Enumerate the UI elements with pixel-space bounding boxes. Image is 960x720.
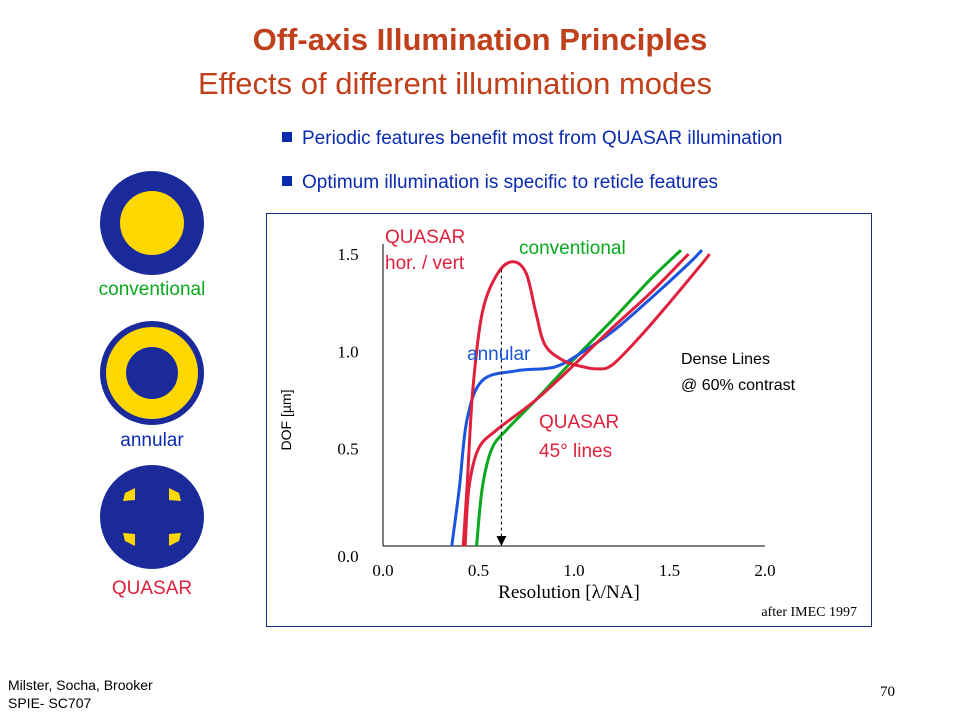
y-tick-label: 1.5 bbox=[337, 245, 358, 264]
series-label-conventional: conventional bbox=[519, 238, 626, 259]
bullet-square-icon bbox=[282, 132, 292, 142]
y-tick-label: 0.0 bbox=[337, 547, 358, 566]
footer-course: SPIE- SC707 bbox=[8, 695, 92, 711]
source-note: after IMEC 1997 bbox=[761, 605, 857, 620]
x-tick-label: 0.0 bbox=[372, 561, 393, 580]
footer: Milster, Socha, Brooker SPIE- SC707 bbox=[8, 676, 153, 712]
bullet-item: Periodic features benefit most from QUAS… bbox=[282, 128, 782, 150]
series-label-quasar-45: 45° lines bbox=[539, 441, 612, 462]
arrow-head bbox=[496, 536, 507, 546]
conventional-source-icon bbox=[100, 171, 204, 275]
dof-resolution-chart: 0.0 0.5 1.0 1.5 2.0 0.0 0.5 1.0 1.5 Resolution [λ… bbox=[278, 227, 857, 620]
quasar-source-label: QUASAR bbox=[111, 578, 193, 599]
bullet-text: Optimum illumination is specific to reti… bbox=[302, 172, 719, 193]
footer-authors: Milster, Socha, Brooker bbox=[8, 677, 153, 693]
x-tick-label: 1.5 bbox=[659, 561, 680, 580]
y-tick-label: 0.5 bbox=[337, 440, 358, 459]
bullet-square-icon bbox=[282, 176, 292, 186]
annular-source-icon bbox=[100, 321, 204, 425]
series-line-1 bbox=[450, 249, 704, 547]
annular-source-label: annular bbox=[120, 430, 184, 451]
conventional-source-label: conventional bbox=[98, 279, 206, 300]
y-tick-label: 1.0 bbox=[337, 342, 358, 361]
y-axis-label: DOF [µm] bbox=[278, 390, 294, 451]
quasar-source-icon bbox=[100, 465, 204, 569]
page-subtitle: Effects of different illumination modes bbox=[197, 66, 713, 101]
page-number: 70 bbox=[880, 684, 895, 700]
annotation-line-2: @ 60% contrast bbox=[681, 377, 796, 394]
x-tick-label: 2.0 bbox=[754, 561, 775, 580]
series-label-quasar-hv: hor. / vert bbox=[385, 253, 465, 274]
series-line-2 bbox=[461, 253, 711, 547]
chart-frame: 0.0 0.5 1.0 1.5 2.0 0.0 0.5 1.0 1.5 Resolution [λ… bbox=[266, 213, 872, 627]
x-axis-label: Resolution [λ/NA] bbox=[498, 582, 640, 603]
bullet-text: Periodic features benefit most from QUAS… bbox=[302, 128, 783, 149]
page-title: Off-axis Illumination Principles bbox=[252, 22, 708, 57]
x-tick-label: 1.0 bbox=[563, 561, 584, 580]
series-line-3 bbox=[463, 252, 690, 547]
annotation-line-1: Dense Lines bbox=[681, 351, 770, 368]
series-label-annular: annular bbox=[467, 344, 531, 365]
x-tick-label: 0.5 bbox=[468, 561, 489, 580]
bullet-item: Optimum illumination is specific to reti… bbox=[282, 172, 718, 194]
series-label-quasar-hv: QUASAR bbox=[385, 227, 465, 248]
series-label-quasar-45: QUASAR bbox=[539, 412, 619, 433]
